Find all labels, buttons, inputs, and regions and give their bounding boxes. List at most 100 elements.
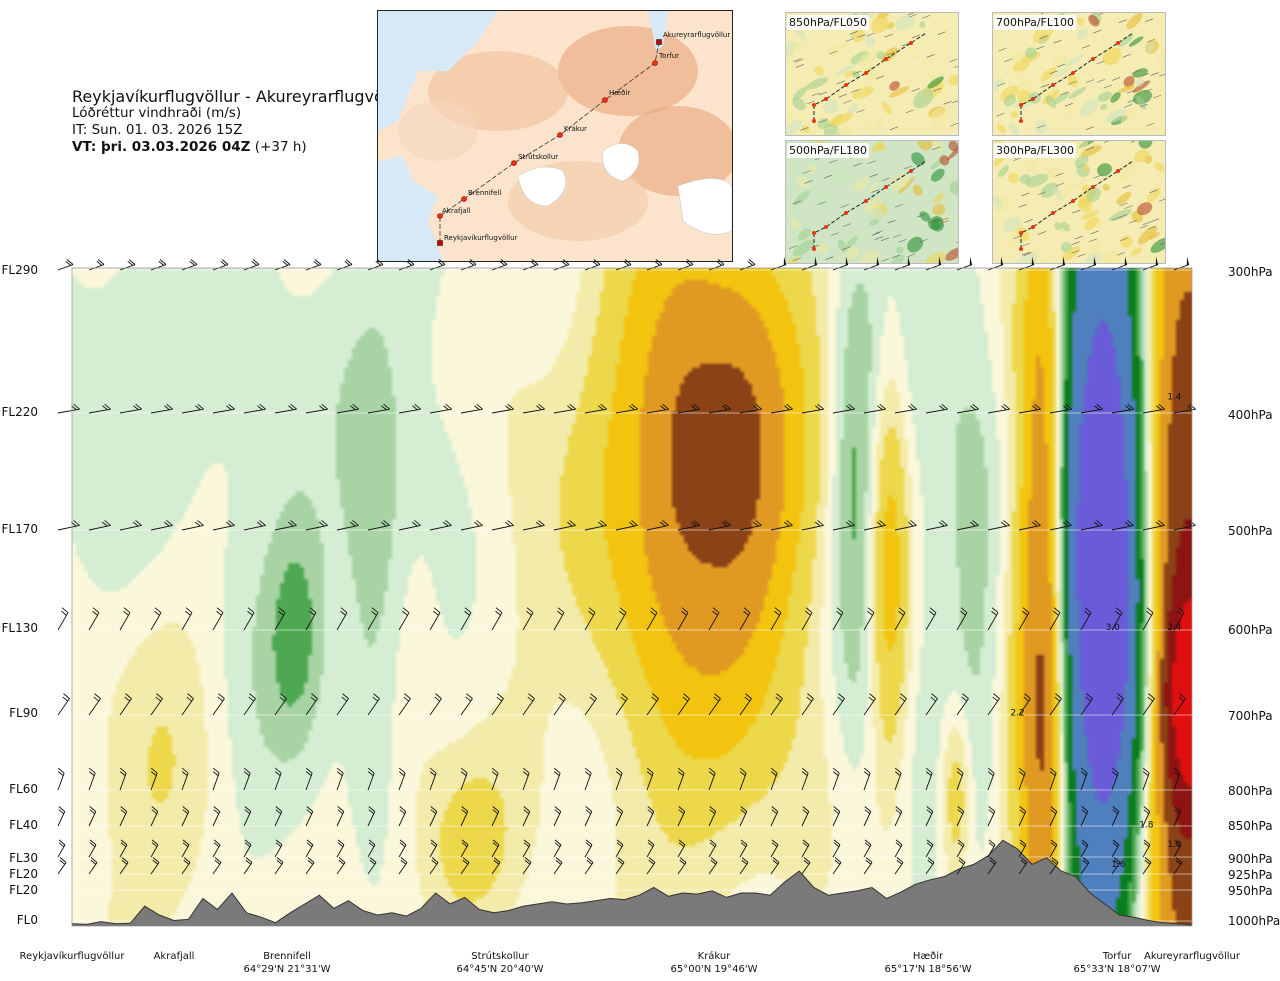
mini-map-blob — [794, 126, 818, 135]
mini-map-blob — [1002, 216, 1021, 233]
mini-map-barb — [1056, 63, 1066, 68]
wind-barb — [398, 403, 421, 414]
mini-map-barb — [1049, 70, 1058, 75]
mini-map-barb — [894, 203, 904, 208]
mini-map-barb — [845, 38, 854, 42]
wind-barb — [212, 767, 220, 791]
wind-barb — [181, 520, 204, 531]
wind-barb — [491, 767, 499, 791]
wind-barb — [801, 839, 810, 858]
mini-map-barb — [1055, 172, 1064, 177]
mini-map-barb — [1037, 191, 1047, 196]
mini-map-barb — [905, 109, 914, 114]
mini-map-barb — [1093, 29, 1102, 34]
mini-map-barb — [911, 34, 920, 39]
mini-map-blob — [846, 236, 858, 248]
mini-map-waypoint — [1019, 231, 1023, 235]
mini-map-waypoint — [1116, 41, 1120, 45]
mini-map-blob — [797, 42, 808, 52]
mini-map-barb — [811, 244, 820, 249]
mini-map-blob — [831, 112, 854, 126]
wind-barb — [677, 857, 687, 875]
wind-barb — [646, 839, 655, 858]
mini-map-blob — [866, 69, 880, 83]
mini-map-barb — [1036, 45, 1045, 50]
wind-barb — [274, 839, 283, 858]
wind-barb — [1080, 607, 1092, 631]
mini-map-waypoint — [909, 169, 913, 173]
wind-barb — [615, 767, 623, 791]
waypoint-label: Akureyrarflugvöllur — [663, 31, 730, 39]
mini-map-blob — [797, 176, 809, 189]
wind-barb — [925, 767, 933, 791]
wind-barb — [460, 806, 469, 827]
wind-barb — [212, 520, 235, 531]
mini-map-barb — [1153, 94, 1162, 99]
wind-barb — [305, 693, 318, 716]
mini-map-barb — [825, 256, 834, 260]
wind-barb — [522, 806, 531, 827]
mini-map-blob — [1102, 183, 1110, 191]
mini-map-blob — [1138, 141, 1153, 149]
wind-barb — [336, 403, 359, 414]
mini-map-barb — [911, 88, 920, 92]
contour-label: 2.4 — [1167, 623, 1182, 633]
wind-barb — [925, 607, 937, 631]
wind-barb — [1173, 607, 1185, 631]
wind-barb — [894, 693, 907, 716]
route-line — [439, 41, 660, 243]
wind-barb — [708, 403, 731, 414]
waypoint-label: Brennifell — [468, 189, 501, 197]
mini-map-blob — [1110, 92, 1121, 103]
mini-map-barb — [940, 217, 949, 222]
wind-barb — [677, 767, 685, 791]
wind-barb — [1049, 857, 1059, 875]
mini-map-blob — [1045, 95, 1057, 108]
mini-map-blob — [1025, 173, 1049, 188]
mini-map-barb — [907, 13, 914, 16]
mini-map-blob — [895, 15, 915, 31]
mini-map-blob — [858, 50, 879, 67]
mini-map-barb — [1037, 124, 1046, 129]
mini-map-barb — [932, 146, 941, 151]
wind-barb — [88, 767, 96, 791]
terrain-relief — [398, 101, 478, 161]
wind-barb — [88, 403, 111, 414]
wind-barb — [956, 403, 979, 414]
wind-barb — [553, 259, 570, 271]
mini-map-blob — [927, 76, 944, 89]
mini-map-waypoint — [884, 185, 888, 189]
wind-barb — [367, 520, 390, 531]
wind-barb — [1018, 403, 1041, 414]
wind-barb — [832, 806, 841, 827]
wind-barb — [770, 520, 793, 531]
mini-map-barb — [1040, 84, 1049, 88]
wind-barb — [677, 806, 686, 827]
wind-barb — [243, 259, 260, 271]
mini-map-blob — [1102, 249, 1119, 263]
mini-map-barb — [921, 15, 931, 19]
wind-barb — [243, 607, 255, 631]
wind-barb — [522, 839, 531, 858]
wind-barb — [832, 767, 840, 791]
mini-map-blob — [835, 62, 858, 76]
wind-barb — [925, 839, 934, 858]
glacier — [677, 178, 732, 235]
mini-map-blob — [1120, 105, 1139, 123]
mini-map-blob — [1116, 191, 1132, 205]
mini-map-blob — [1016, 253, 1039, 263]
fl-label: FL60 — [9, 782, 38, 796]
sea-west — [378, 11, 498, 131]
mini-map-barb — [842, 223, 851, 227]
wind-barb — [584, 839, 593, 858]
wind-barb — [739, 259, 756, 271]
mini-map-waypoint — [812, 103, 816, 107]
mini-map-blob — [1118, 84, 1135, 93]
wind-barb — [398, 767, 406, 791]
mini-map-waypoint — [909, 41, 913, 45]
wind-barb — [491, 607, 503, 631]
mini-map-graphic — [786, 13, 958, 135]
wind-barb — [1142, 520, 1165, 531]
wind-barb — [584, 693, 597, 716]
mini-map-blob — [948, 74, 958, 86]
